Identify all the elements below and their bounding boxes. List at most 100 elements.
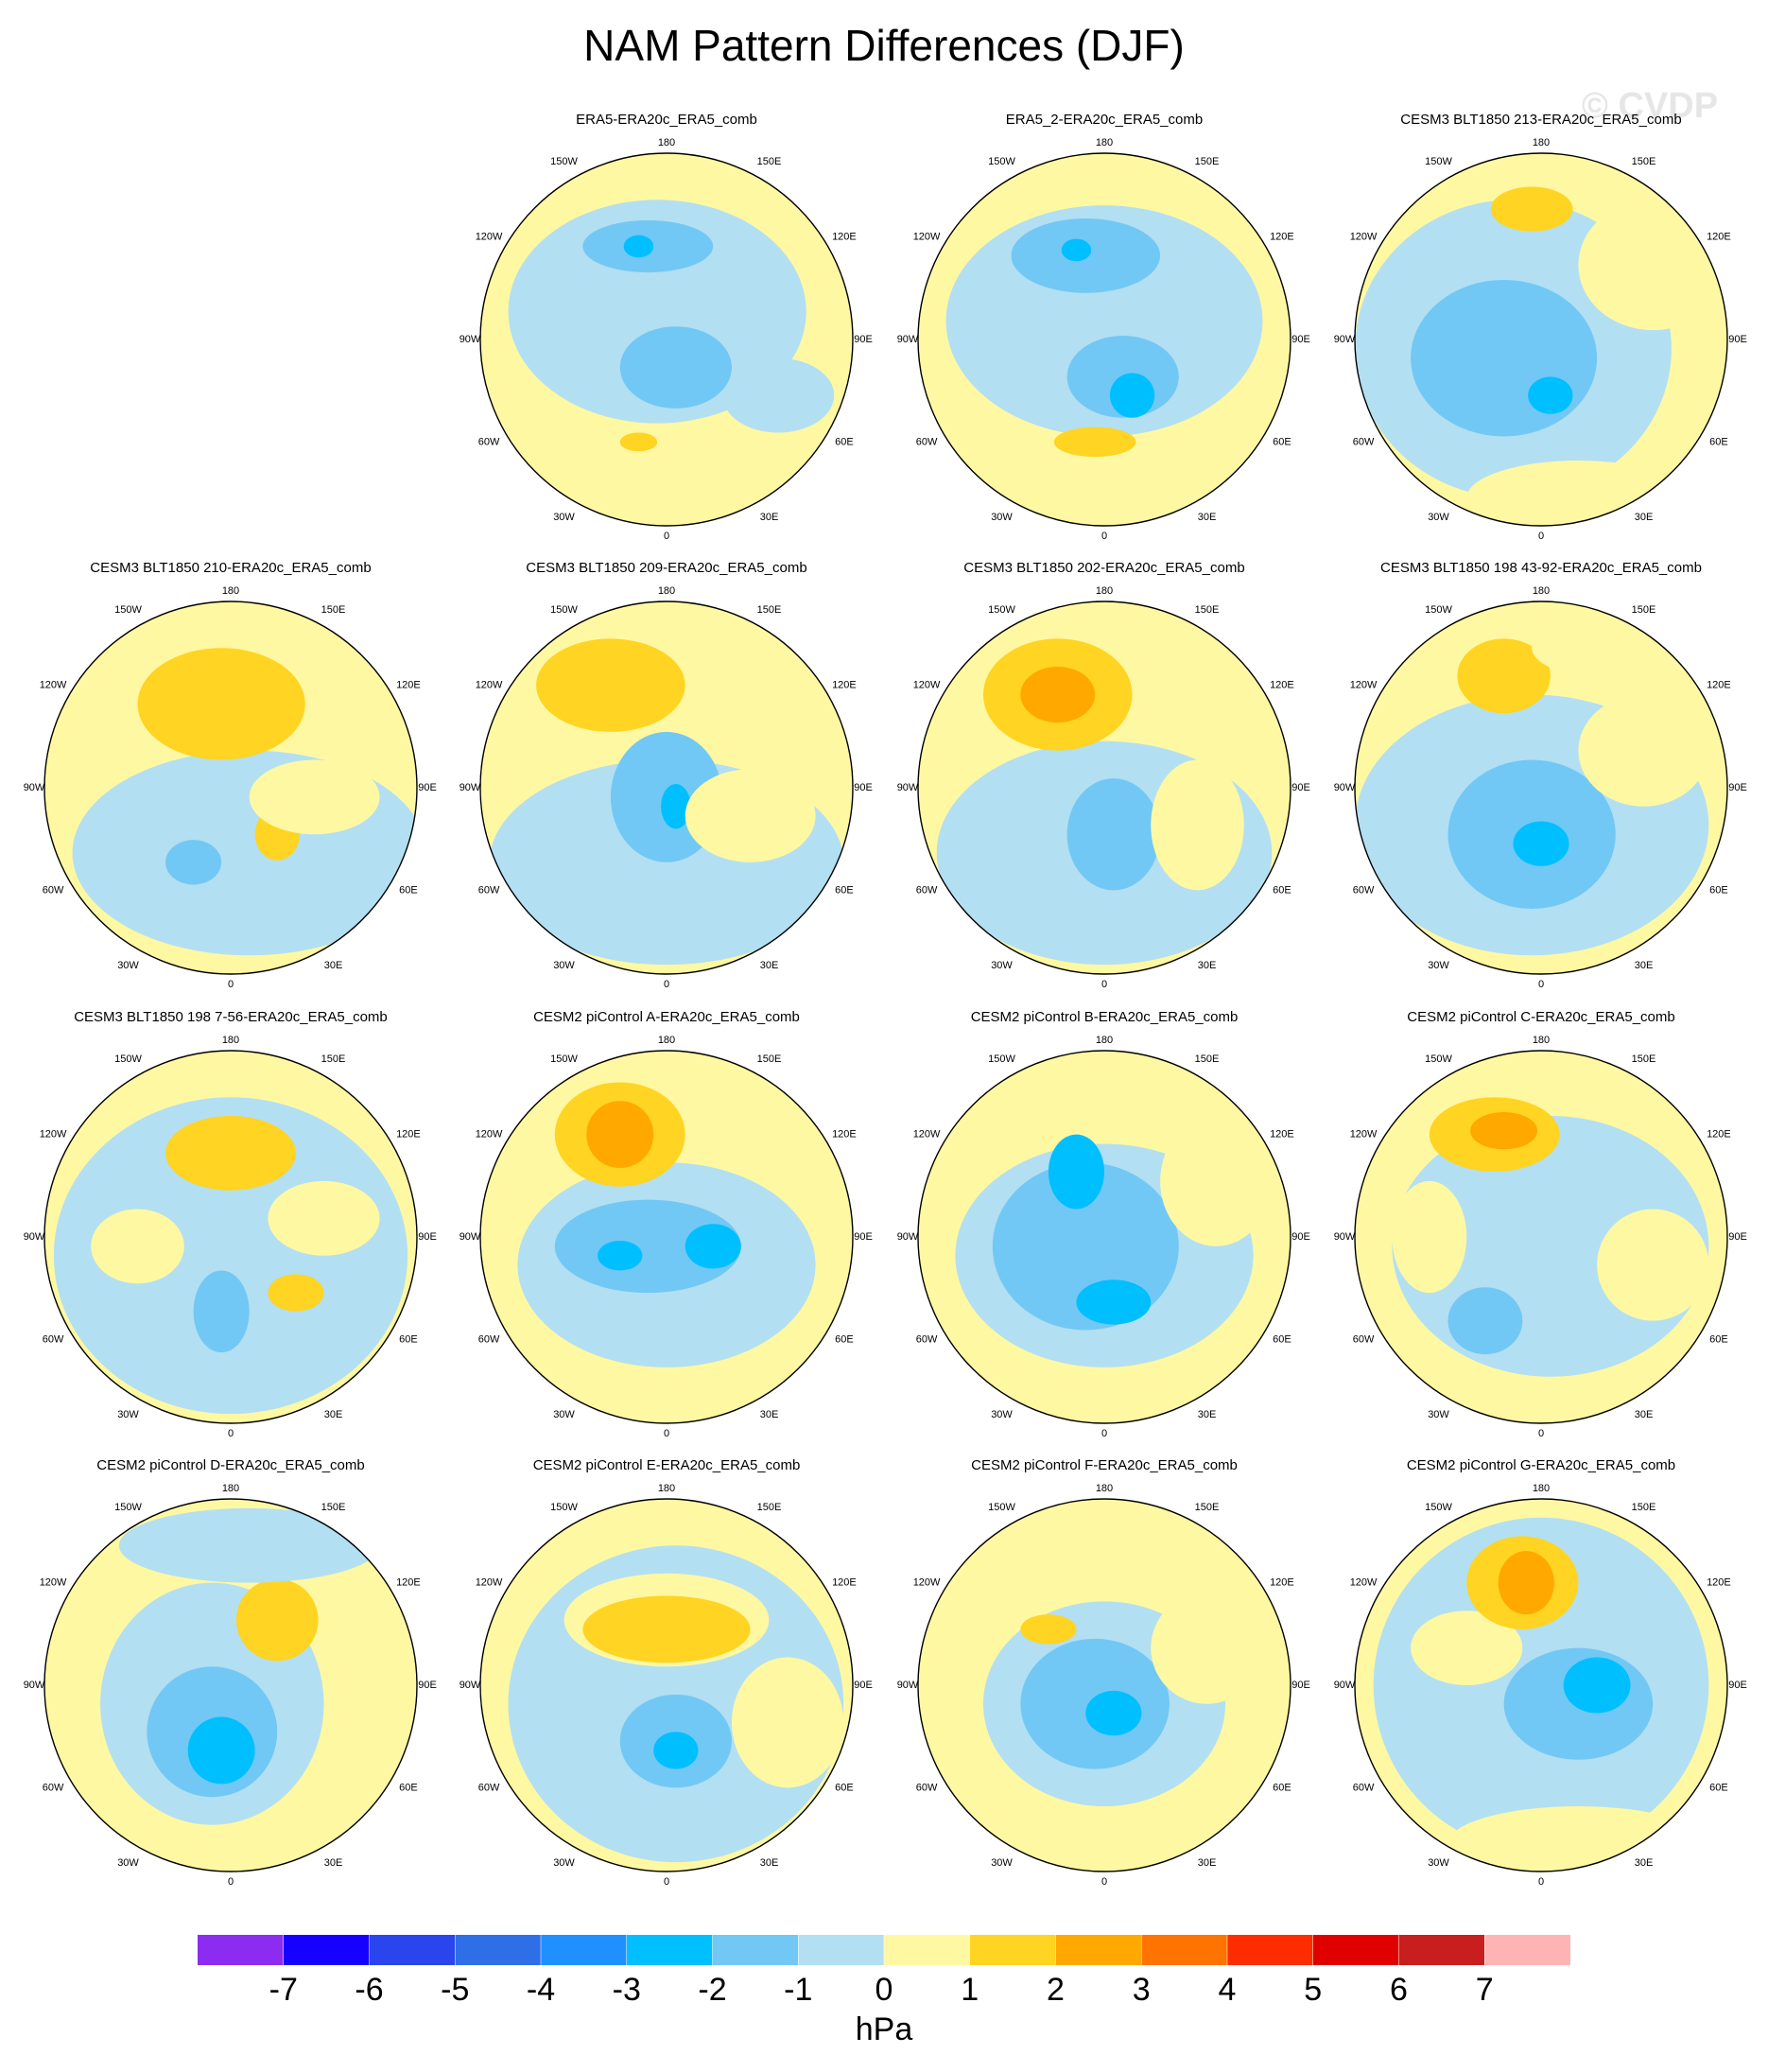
longitude-label: 180 [1096, 585, 1113, 597]
contour-region [1020, 666, 1096, 723]
contours [53, 1097, 408, 1415]
contour-region [731, 1657, 844, 1788]
contour-region [586, 1101, 654, 1169]
longitude-label: 30E [324, 1857, 343, 1869]
longitude-label: 120W [913, 231, 941, 242]
colorbar-box [626, 1935, 713, 1965]
longitude-label: 150E [757, 1053, 782, 1065]
longitude-label: 0 [1538, 531, 1544, 542]
contour-region [1532, 619, 1663, 676]
contour-region [1076, 1280, 1152, 1325]
longitude-label: 90W [24, 782, 45, 793]
longitude-label: 90W [459, 1680, 481, 1691]
panel-title: CESM3 BLT1850 198 43-92-ERA20c_ERA5_comb [1380, 560, 1702, 576]
longitude-label: 90E [854, 334, 873, 345]
colorbar-box [455, 1935, 541, 1965]
map-panel: CESM2 piControl C-ERA20c_ERA5_comb 0 30E 60… [1334, 1009, 1747, 1439]
longitude-label: 90E [418, 1231, 437, 1243]
longitude-label: 90W [897, 1231, 919, 1243]
longitude-label: 0 [1101, 531, 1107, 542]
contour-region [1498, 1551, 1554, 1615]
map-panel: CESM3 BLT1850 202-ERA20c_ERA5_comb 0 30E 60… [897, 560, 1310, 990]
colorbar-box [1141, 1935, 1227, 1965]
longitude-label: 150W [550, 156, 578, 167]
contours [1355, 186, 1727, 526]
panel-title: CESM3 BLT1850 198 7-56-ERA20c_ERA5_comb [74, 1009, 388, 1025]
longitude-label: 120E [832, 1128, 857, 1140]
longitude-label: 150E [757, 604, 782, 616]
colorbar-box [283, 1935, 370, 1965]
longitude-label: 180 [222, 1483, 239, 1494]
contours [945, 205, 1263, 458]
longitude-label: 30E [760, 512, 779, 523]
longitude-label: 90W [459, 334, 481, 345]
contour-region [268, 1180, 380, 1256]
colorbar-tick-label: -4 [527, 1972, 555, 2008]
contour-region [1066, 778, 1161, 891]
longitude-label: 30E [760, 960, 779, 971]
longitude-label: 120W [1350, 231, 1378, 242]
longitude-label: 120E [396, 1128, 421, 1140]
longitude-label: 90W [1334, 1231, 1356, 1243]
map-outline [1354, 152, 1728, 527]
contour-region [137, 648, 305, 760]
contours [489, 638, 844, 966]
longitude-label: 180 [658, 137, 675, 148]
longitude-label: 90W [897, 1680, 919, 1691]
contour-region [235, 1578, 319, 1662]
map-panel: CESM2 piControl A-ERA20c_ERA5_comb 0 30E 60… [459, 1009, 873, 1439]
longitude-label: 120W [913, 1576, 941, 1588]
longitude-label: 150W [1425, 156, 1452, 167]
contours [508, 200, 835, 452]
longitude-label: 90W [24, 1231, 45, 1243]
longitude-label: 180 [1533, 585, 1550, 597]
longitude-label: 60E [1709, 884, 1728, 896]
longitude-label: 120W [476, 679, 503, 690]
longitude-label: 180 [1533, 1035, 1550, 1046]
longitude-label: 30E [760, 1857, 779, 1869]
longitude-label: 30W [1428, 960, 1449, 971]
longitude-label: 60E [835, 436, 854, 447]
longitude-label: 60E [1709, 1333, 1728, 1345]
longitude-label: 30W [553, 1409, 575, 1420]
longitude-label: 60E [399, 1782, 418, 1793]
longitude-label: 90E [854, 1680, 873, 1691]
longitude-label: 150W [114, 1053, 142, 1065]
map-outline [479, 152, 854, 527]
contour-region [1020, 1614, 1077, 1645]
longitude-label: 150W [114, 1502, 142, 1513]
colorbar-box [1055, 1935, 1142, 1965]
map-outline [917, 152, 1291, 527]
contour-region [508, 200, 806, 424]
longitude-label: 150E [1632, 1502, 1656, 1513]
longitude-label: 150E [321, 604, 346, 616]
colorbar-tick-label: -5 [441, 1972, 469, 2008]
longitude-label: 120W [1350, 1576, 1378, 1588]
longitude-label: 150E [1632, 156, 1656, 167]
longitude-label: 90W [1334, 782, 1356, 793]
panel-title: CESM2 piControl G-ERA20c_ERA5_comb [1407, 1457, 1675, 1473]
longitude-label: 30W [553, 960, 575, 971]
longitude-label: 30W [117, 1857, 139, 1869]
map-panel: CESM2 piControl D-ERA20c_ERA5_comb 0 30E 60… [24, 1457, 437, 1888]
contour-region [554, 1199, 741, 1294]
longitude-label: 150E [757, 1502, 782, 1513]
longitude-label: 60E [1709, 1782, 1728, 1793]
longitude-label: 90W [1334, 1680, 1356, 1691]
longitude-label: 120E [1270, 1576, 1294, 1588]
map-outline [1354, 601, 1728, 975]
map-outline [917, 1498, 1291, 1872]
longitude-label: 150E [321, 1502, 346, 1513]
longitude-label: 180 [1096, 137, 1113, 148]
longitude-label: 90E [1728, 334, 1747, 345]
longitude-label: 120W [476, 1576, 503, 1588]
longitude-label: 30W [991, 960, 1013, 971]
longitude-label: 30E [760, 1409, 779, 1420]
longitude-label: 90W [459, 782, 481, 793]
longitude-label: 60W [43, 1333, 64, 1345]
longitude-label: 60W [916, 1782, 938, 1793]
map-panel: ERA5_2-ERA20c_ERA5_comb 0 30E 60E 90E 120E 150… [897, 112, 1310, 542]
longitude-label: 180 [1533, 137, 1550, 148]
longitude-label: 120E [396, 1576, 421, 1588]
colorbar-box [712, 1935, 799, 1965]
